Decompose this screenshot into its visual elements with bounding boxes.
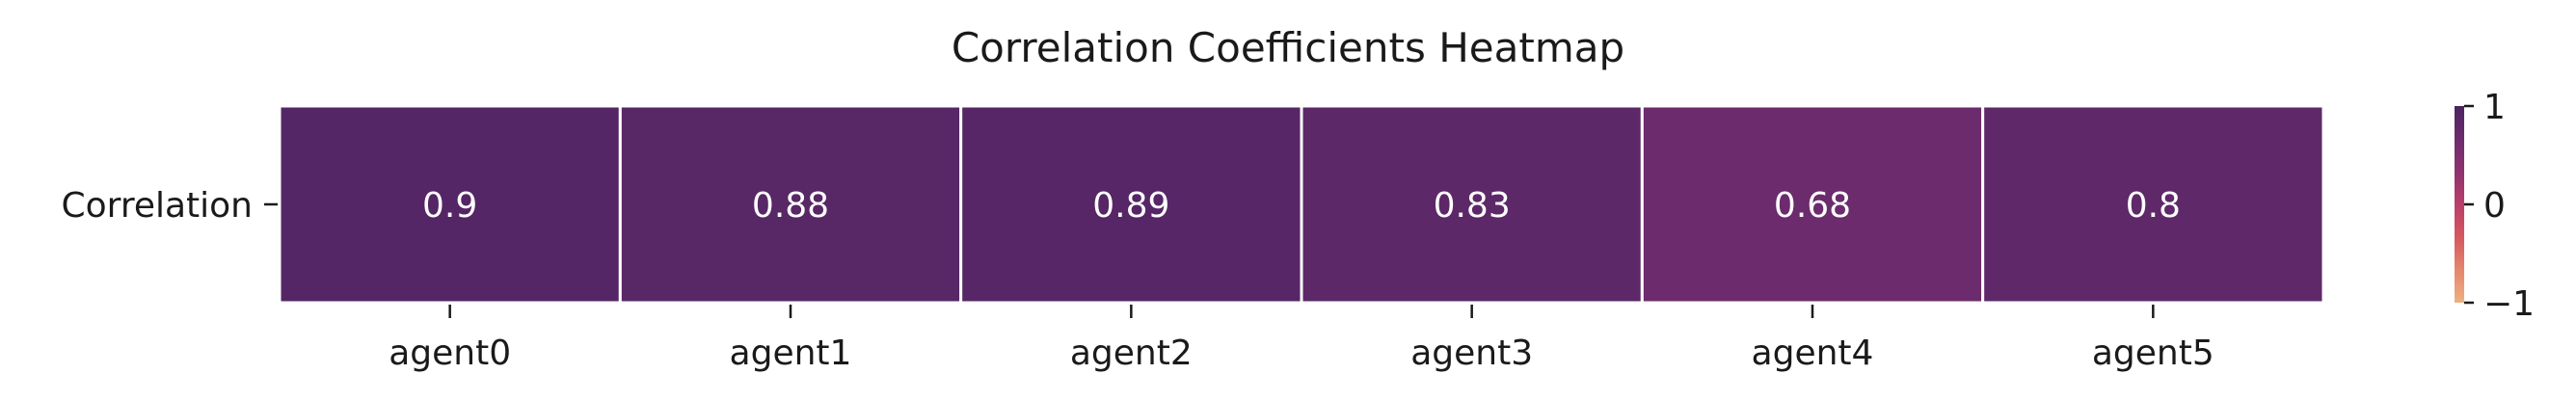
x-tick-label: agent5 xyxy=(2092,334,2214,373)
x-axis: agent0 agent1 agent2 agent3 agent4 agent5 xyxy=(389,305,2214,373)
x-tick-label: agent3 xyxy=(1410,334,1533,373)
y-tick-label: Correlation xyxy=(61,186,253,226)
heatmap-cell-agent4 xyxy=(1640,104,1985,305)
heatmap-cell-agent2 xyxy=(959,104,1303,305)
heatmap-cell-labels: 0.9 0.88 0.89 0.83 0.68 0.8 xyxy=(422,186,2181,226)
heatmap-cell-agent5 xyxy=(1981,104,2325,305)
colorbar-tick-label: −1 xyxy=(2483,284,2535,324)
cell-value-label: 0.83 xyxy=(1434,186,1511,226)
chart-title: Correlation Coefficients Heatmap xyxy=(952,24,1624,71)
cell-value-label: 0.89 xyxy=(1092,186,1169,226)
x-tick-label: agent2 xyxy=(1070,334,1193,373)
heatmap-cell-agent3 xyxy=(1300,104,1644,305)
x-tick-label: agent4 xyxy=(1752,334,1874,373)
x-tick-label: agent0 xyxy=(389,334,511,373)
cell-value-label: 0.9 xyxy=(422,186,477,226)
heatmap-cell-agent1 xyxy=(618,104,963,305)
colorbar: 1 0 −1 xyxy=(2455,88,2535,324)
cell-value-label: 0.8 xyxy=(2126,186,2181,226)
heatmap-cell-agent0 xyxy=(278,104,622,305)
colorbar-tick-label: 0 xyxy=(2483,186,2506,226)
heatmap-cells xyxy=(278,104,2325,305)
cell-value-label: 0.68 xyxy=(1774,186,1851,226)
colorbar-tick-label: 1 xyxy=(2483,88,2506,127)
cell-value-label: 0.88 xyxy=(752,186,829,226)
x-tick-label: agent1 xyxy=(730,334,852,373)
y-axis: Correlation xyxy=(61,186,278,226)
colorbar-gradient xyxy=(2455,106,2464,303)
